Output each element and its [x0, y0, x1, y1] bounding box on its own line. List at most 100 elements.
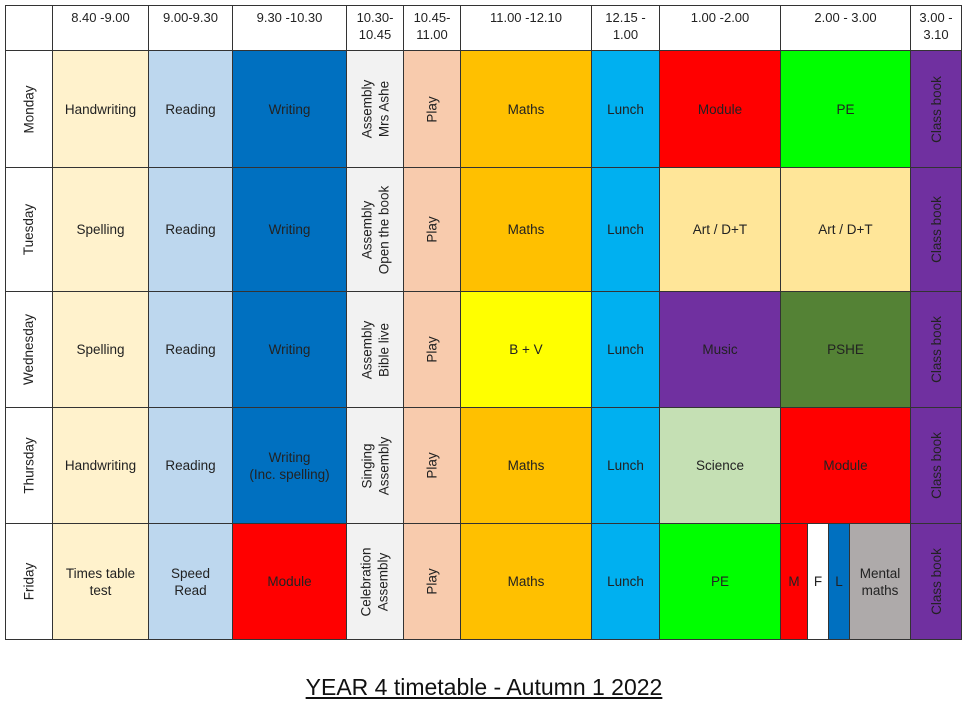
header-time-8: 1.00 -2.00	[659, 5, 781, 51]
fri-slot-2-line1: Speed	[170, 565, 211, 581]
wed-slot-1: Spelling	[52, 291, 149, 408]
thu-slot-3: Writing (Inc. spelling)	[232, 407, 347, 524]
mon-slot-6: Maths	[460, 50, 592, 168]
fri-slot-5: Play	[403, 523, 461, 640]
mon-slot-4: Assembly Mrs Ashe	[346, 50, 404, 168]
wed-slot-1-label: Spelling	[76, 342, 125, 357]
header-time-2-label: 9.00-9.30	[163, 10, 218, 25]
wed-slot-5: Play	[403, 291, 461, 408]
fri-slot-8: PE	[659, 523, 781, 640]
thu-slot-9: Module	[780, 407, 911, 524]
tue-slot-7-label: Lunch	[607, 222, 644, 237]
fri-slot-9-mental: Mental maths	[849, 523, 911, 640]
fri-slot-10-label: Class book	[928, 548, 944, 615]
thu-slot-3-line2: (Inc. spelling)	[249, 466, 330, 482]
header-time-4-line1: 10.30-	[356, 10, 394, 25]
fri-slot-3: Module	[232, 523, 347, 640]
fri-slot-4-line2: Assembly	[376, 552, 392, 611]
thu-slot-2: Reading	[148, 407, 233, 524]
wed-slot-8: Music	[659, 291, 781, 408]
header-time-6-label: 11.00 -12.10	[489, 10, 563, 25]
mon-slot-10-label: Class book	[928, 75, 944, 143]
thu-slot-5-label: Play	[424, 452, 440, 479]
fri-slot-5-label: Play	[424, 568, 440, 595]
thu-slot-9-label: Module	[823, 458, 868, 473]
tue-slot-2: Reading	[148, 167, 233, 292]
header-time-4-line2: 10.45	[358, 27, 392, 42]
thu-slot-4-line1: Singing	[359, 442, 375, 489]
fri-slot-9-mental-line1: Mental	[859, 565, 901, 581]
fri-slot-6-label: Maths	[507, 574, 545, 589]
wed-slot-9-label: PSHE	[827, 342, 864, 357]
mon-slot-5: Play	[403, 50, 461, 168]
fri-slot-2-line2: Read	[174, 582, 207, 598]
thu-slot-4: Singing Assembly	[346, 407, 404, 524]
tue-slot-7: Lunch	[591, 167, 660, 292]
tue-slot-3-label: Writing	[268, 222, 311, 237]
day-wednesday: Wednesday	[5, 291, 53, 408]
fri-slot-3-label: Module	[267, 574, 312, 589]
tue-slot-1-label: Spelling	[76, 222, 125, 237]
fri-slot-1-line1: Times table	[65, 565, 136, 581]
day-thursday-label: Thursday	[21, 437, 37, 494]
thu-slot-1-label: Handwriting	[64, 458, 137, 473]
header-time-7-line1: 12.15 -	[605, 10, 646, 25]
page-title: YEAR 4 timetable - Autumn 1 2022	[305, 674, 663, 700]
day-friday: Friday	[5, 523, 53, 640]
thu-slot-8: Science	[659, 407, 781, 524]
header-time-5-line2: 11.00	[416, 27, 448, 42]
mon-slot-7: Lunch	[591, 50, 660, 168]
fri-slot-1-line2: test	[89, 582, 112, 598]
mon-slot-8-label: Module	[697, 101, 743, 117]
wed-slot-4-line2: Bible live	[376, 322, 392, 377]
tue-slot-4-line1: Assembly	[359, 200, 375, 259]
day-monday: Monday	[5, 50, 53, 168]
header-time-8-label: 1.00 -2.00	[690, 10, 750, 25]
wed-slot-4-line1: Assembly	[359, 320, 375, 379]
header-time-3: 9.30 -10.30	[232, 5, 347, 51]
header-time-9-label: 2.00 - 3.00	[814, 10, 877, 25]
day-tuesday-label: Tuesday	[21, 203, 37, 256]
mon-slot-1: Handwriting	[52, 50, 149, 168]
header-time-1-label: 8.40 -9.00	[71, 10, 130, 25]
wed-slot-3-label: Writing	[268, 342, 311, 357]
header-time-5: 10.45- 11.00	[403, 5, 461, 51]
tue-slot-5: Play	[403, 167, 461, 292]
mon-slot-2-label: Reading	[165, 101, 216, 117]
fri-slot-1: Times table test	[52, 523, 149, 640]
header-time-3-label: 9.30 -10.30	[256, 10, 323, 25]
tue-slot-4-line2: Open the book	[376, 185, 392, 274]
fri-slot-9-f: F	[807, 523, 829, 640]
header-time-9: 2.00 - 3.00	[780, 5, 911, 51]
thu-slot-6-label: Maths	[507, 458, 545, 473]
day-wednesday-label: Wednesday	[21, 313, 37, 386]
header-time-10-line2: 3.10	[923, 27, 949, 42]
thu-slot-6: Maths	[460, 407, 592, 524]
thu-slot-1: Handwriting	[52, 407, 149, 524]
mon-slot-7-label: Lunch	[607, 101, 644, 117]
mon-slot-8: Module	[659, 50, 781, 168]
header-time-1: 8.40 -9.00	[52, 5, 149, 51]
wed-slot-10-label: Class book	[928, 316, 944, 383]
mon-slot-5-label: Play	[424, 95, 440, 123]
header-time-4: 10.30- 10.45	[346, 5, 404, 51]
mon-slot-10: Class book	[910, 50, 962, 168]
wed-slot-9: PSHE	[780, 291, 911, 408]
fri-slot-7: Lunch	[591, 523, 660, 640]
mon-slot-4-line1: Assembly	[359, 79, 375, 139]
thu-slot-7: Lunch	[591, 407, 660, 524]
fri-slot-9-l: L	[828, 523, 850, 640]
thu-slot-5: Play	[403, 407, 461, 524]
mon-slot-3: Writing	[232, 50, 347, 168]
tue-slot-6: Maths	[460, 167, 592, 292]
tue-slot-10: Class book	[910, 167, 962, 292]
wed-slot-4: Assembly Bible live	[346, 291, 404, 408]
fri-slot-9-l-label: L	[835, 574, 843, 589]
fri-slot-2: Speed Read	[148, 523, 233, 640]
thu-slot-8-label: Science	[695, 458, 745, 473]
tue-slot-10-label: Class book	[928, 196, 944, 263]
fri-slot-9-m-label: M	[788, 574, 800, 589]
tue-slot-2-label: Reading	[165, 222, 216, 237]
fri-slot-4-line1: Celebration	[359, 546, 375, 617]
wed-slot-10: Class book	[910, 291, 962, 408]
